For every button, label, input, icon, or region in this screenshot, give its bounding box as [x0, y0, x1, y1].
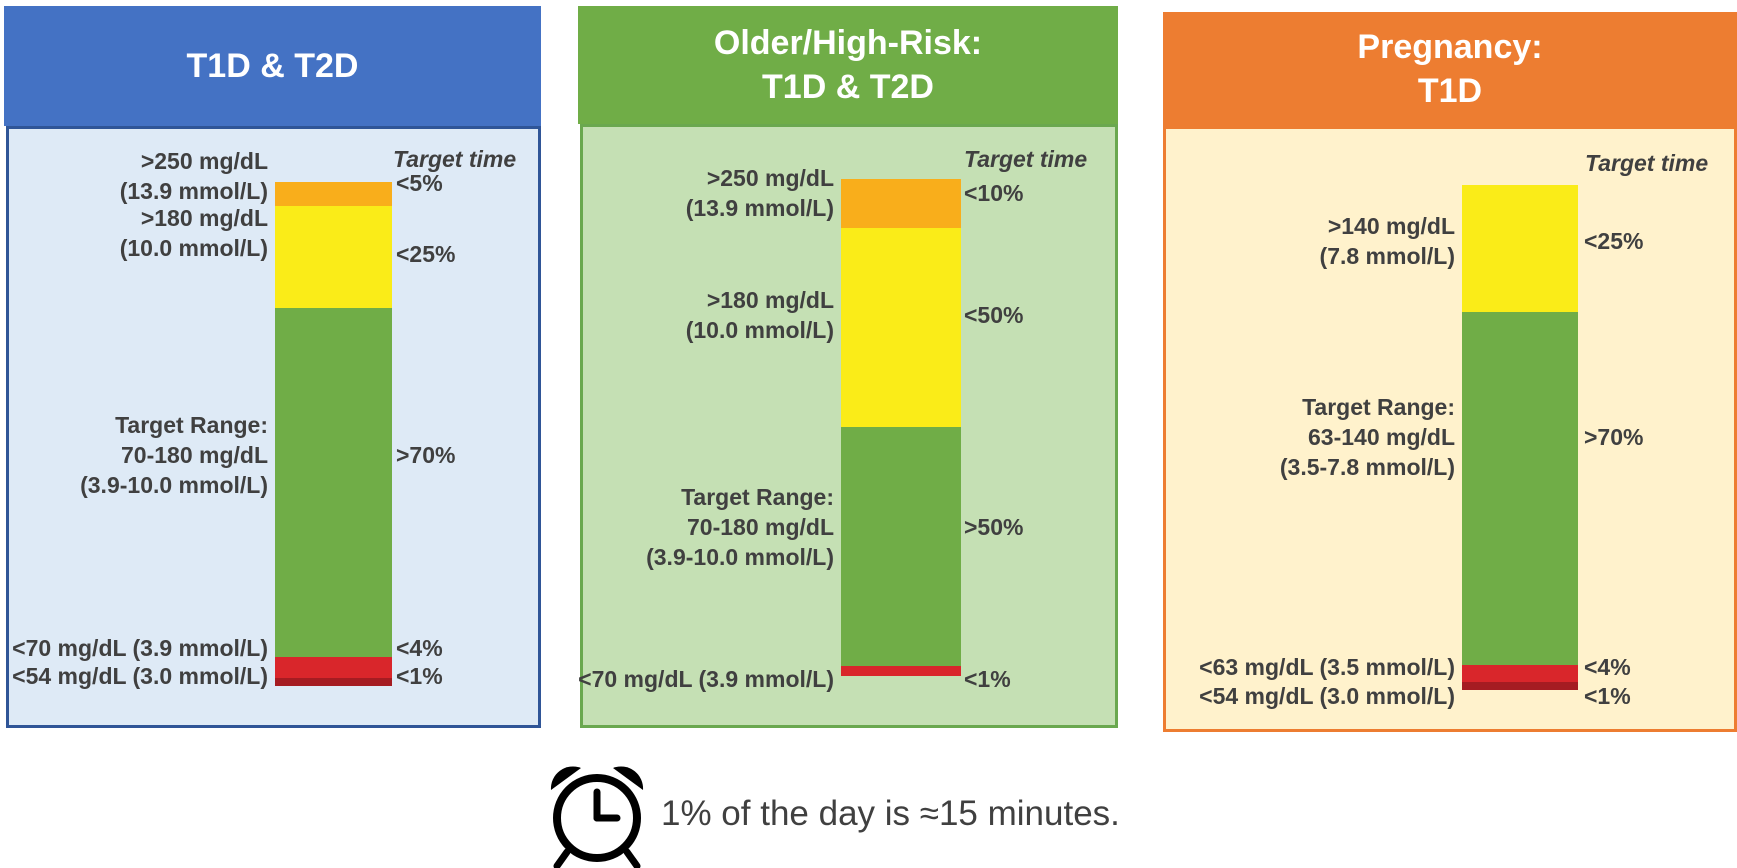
panel-body — [1163, 126, 1737, 732]
alarm-clock-icon — [550, 766, 644, 868]
target-time-value: <1% — [396, 663, 443, 689]
target-time-value: <10% — [964, 180, 1024, 206]
panel-title: T1D & T2D — [4, 6, 541, 126]
target-time-label: Target time — [393, 146, 517, 172]
glucose-level-label: <70 mg/dL (3.9 mmol/L) — [12, 635, 268, 661]
footer-text: 1% of the day is ≈15 minutes. — [661, 794, 1120, 833]
bar-segment — [841, 179, 961, 228]
target-time-value: >50% — [964, 514, 1024, 540]
target-time-value: <5% — [396, 170, 443, 196]
glucose-level-label: Target Range: 63-140 mg/dL (3.5-7.8 mmol… — [1279, 394, 1455, 480]
target-time-value: >70% — [396, 442, 456, 468]
target-time-value: <25% — [1584, 228, 1644, 254]
glucose-level-label: >250 mg/dL (13.9 mmol/L) — [685, 165, 834, 221]
target-time-value: <4% — [1584, 654, 1631, 680]
glucose-level-label: >140 mg/dL (7.8 mmol/L) — [1319, 213, 1455, 269]
target-time-value: <50% — [964, 302, 1024, 328]
target-time-value: >70% — [1584, 424, 1644, 450]
target-time-label: Target time — [1585, 150, 1709, 176]
bar-segment — [1462, 312, 1578, 665]
glucose-level-label: <70 mg/dL (3.9 mmol/L) — [578, 666, 834, 692]
bar-segment — [1462, 682, 1578, 690]
glucose-level-label: >180 mg/dL (10.0 mmol/L) — [685, 287, 834, 343]
bar-segment — [275, 308, 392, 657]
bar-segment — [841, 666, 961, 676]
glucose-level-label: <54 mg/dL (3.0 mmol/L) — [1199, 683, 1455, 709]
bar-segment — [275, 657, 392, 678]
footer-note: 1% of the day is ≈15 minutes. — [545, 760, 1120, 868]
panel-pregnancy: Pregnancy: T1D Target time >140 mg/dL (7… — [1163, 12, 1737, 732]
panel-title: Older/High-Risk: T1D & T2D — [578, 6, 1118, 124]
target-time-value: <25% — [396, 241, 456, 267]
glucose-level-label: Target Range: 70-180 mg/dL (3.9-10.0 mmo… — [646, 484, 834, 570]
glucose-level-label: <63 mg/dL (3.5 mmol/L) — [1199, 654, 1455, 680]
bar-segment — [841, 427, 961, 666]
panel-title: Pregnancy: T1D — [1163, 12, 1737, 126]
glucose-level-label: <54 mg/dL (3.0 mmol/L) — [12, 663, 268, 689]
bar-segment — [841, 228, 961, 427]
bar-segment — [275, 206, 392, 308]
panel-older-high-risk: Older/High-Risk: T1D & T2D Target time >… — [578, 6, 1118, 728]
panel-body — [6, 126, 541, 728]
bar-segment — [275, 678, 392, 686]
glucose-level-label: >250 mg/dL (13.9 mmol/L) — [119, 148, 268, 204]
bar-segment — [1462, 185, 1578, 312]
glucose-level-label: Target Range: 70-180 mg/dL (3.9-10.0 mmo… — [80, 412, 268, 498]
glucose-level-label: >180 mg/dL (10.0 mmol/L) — [119, 205, 268, 261]
target-time-value: <1% — [1584, 683, 1631, 709]
target-time-value: <4% — [396, 635, 443, 661]
bar-segment — [1462, 665, 1578, 682]
target-time-label: Target time — [964, 146, 1088, 172]
target-time-value: <1% — [964, 666, 1011, 692]
panel-t1d-t2d: T1D & T2D Target time >250 mg/dL (13.9 m… — [4, 6, 541, 728]
bar-segment — [275, 182, 392, 206]
